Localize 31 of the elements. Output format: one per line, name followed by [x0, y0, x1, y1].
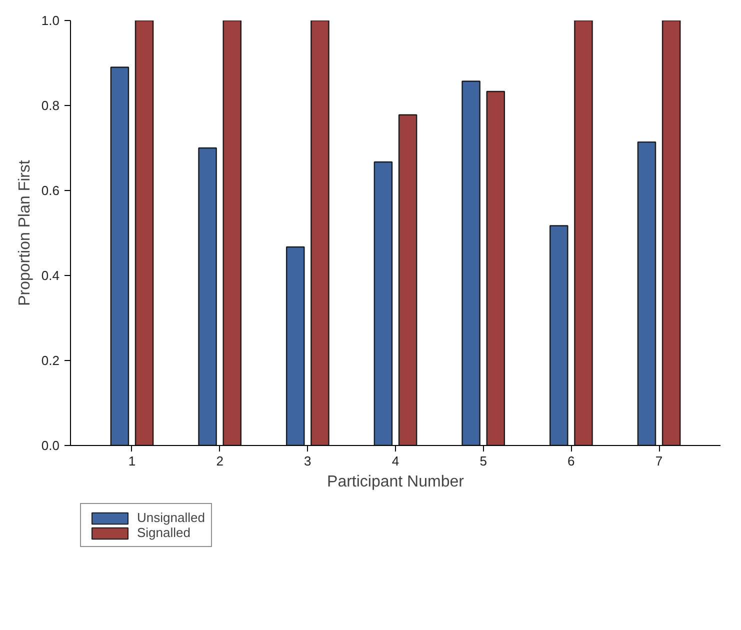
y-tick-label: 0.6: [41, 183, 60, 198]
bar: [286, 246, 305, 446]
y-tick-label: 0.0: [41, 438, 60, 453]
x-tick-label: 6: [568, 454, 575, 468]
x-tick-label: 3: [304, 454, 312, 468]
y-tick-label: 0.4: [41, 268, 60, 283]
y-tick-label: 1.0: [41, 13, 60, 28]
x-axis-title: Participant Number: [327, 474, 465, 490]
bar: [486, 90, 506, 446]
bar: [134, 20, 154, 446]
bar: [198, 147, 217, 446]
bar: [462, 80, 480, 446]
bar: [222, 20, 242, 446]
x-tick-label: 1: [128, 454, 136, 468]
x-tick-label: 5: [480, 454, 487, 468]
bar: [574, 20, 593, 446]
x-tick-label: 2: [216, 454, 224, 468]
bar: [662, 20, 681, 446]
bar: [374, 161, 393, 446]
legend-label: Unsignalled: [137, 510, 205, 525]
bar: [637, 141, 656, 446]
y-axis-title: Proportion Plan First: [16, 160, 34, 306]
x-tick-label: 7: [655, 454, 663, 468]
y-tick-label: 0.2: [41, 353, 60, 368]
bar: [310, 20, 330, 446]
x-tick-label: 4: [392, 454, 400, 468]
bar: [398, 114, 418, 446]
y-tick-label: 0.8: [41, 98, 60, 113]
bar: [549, 225, 568, 446]
bar: [110, 66, 130, 446]
legend-label: Signalled: [137, 525, 190, 540]
